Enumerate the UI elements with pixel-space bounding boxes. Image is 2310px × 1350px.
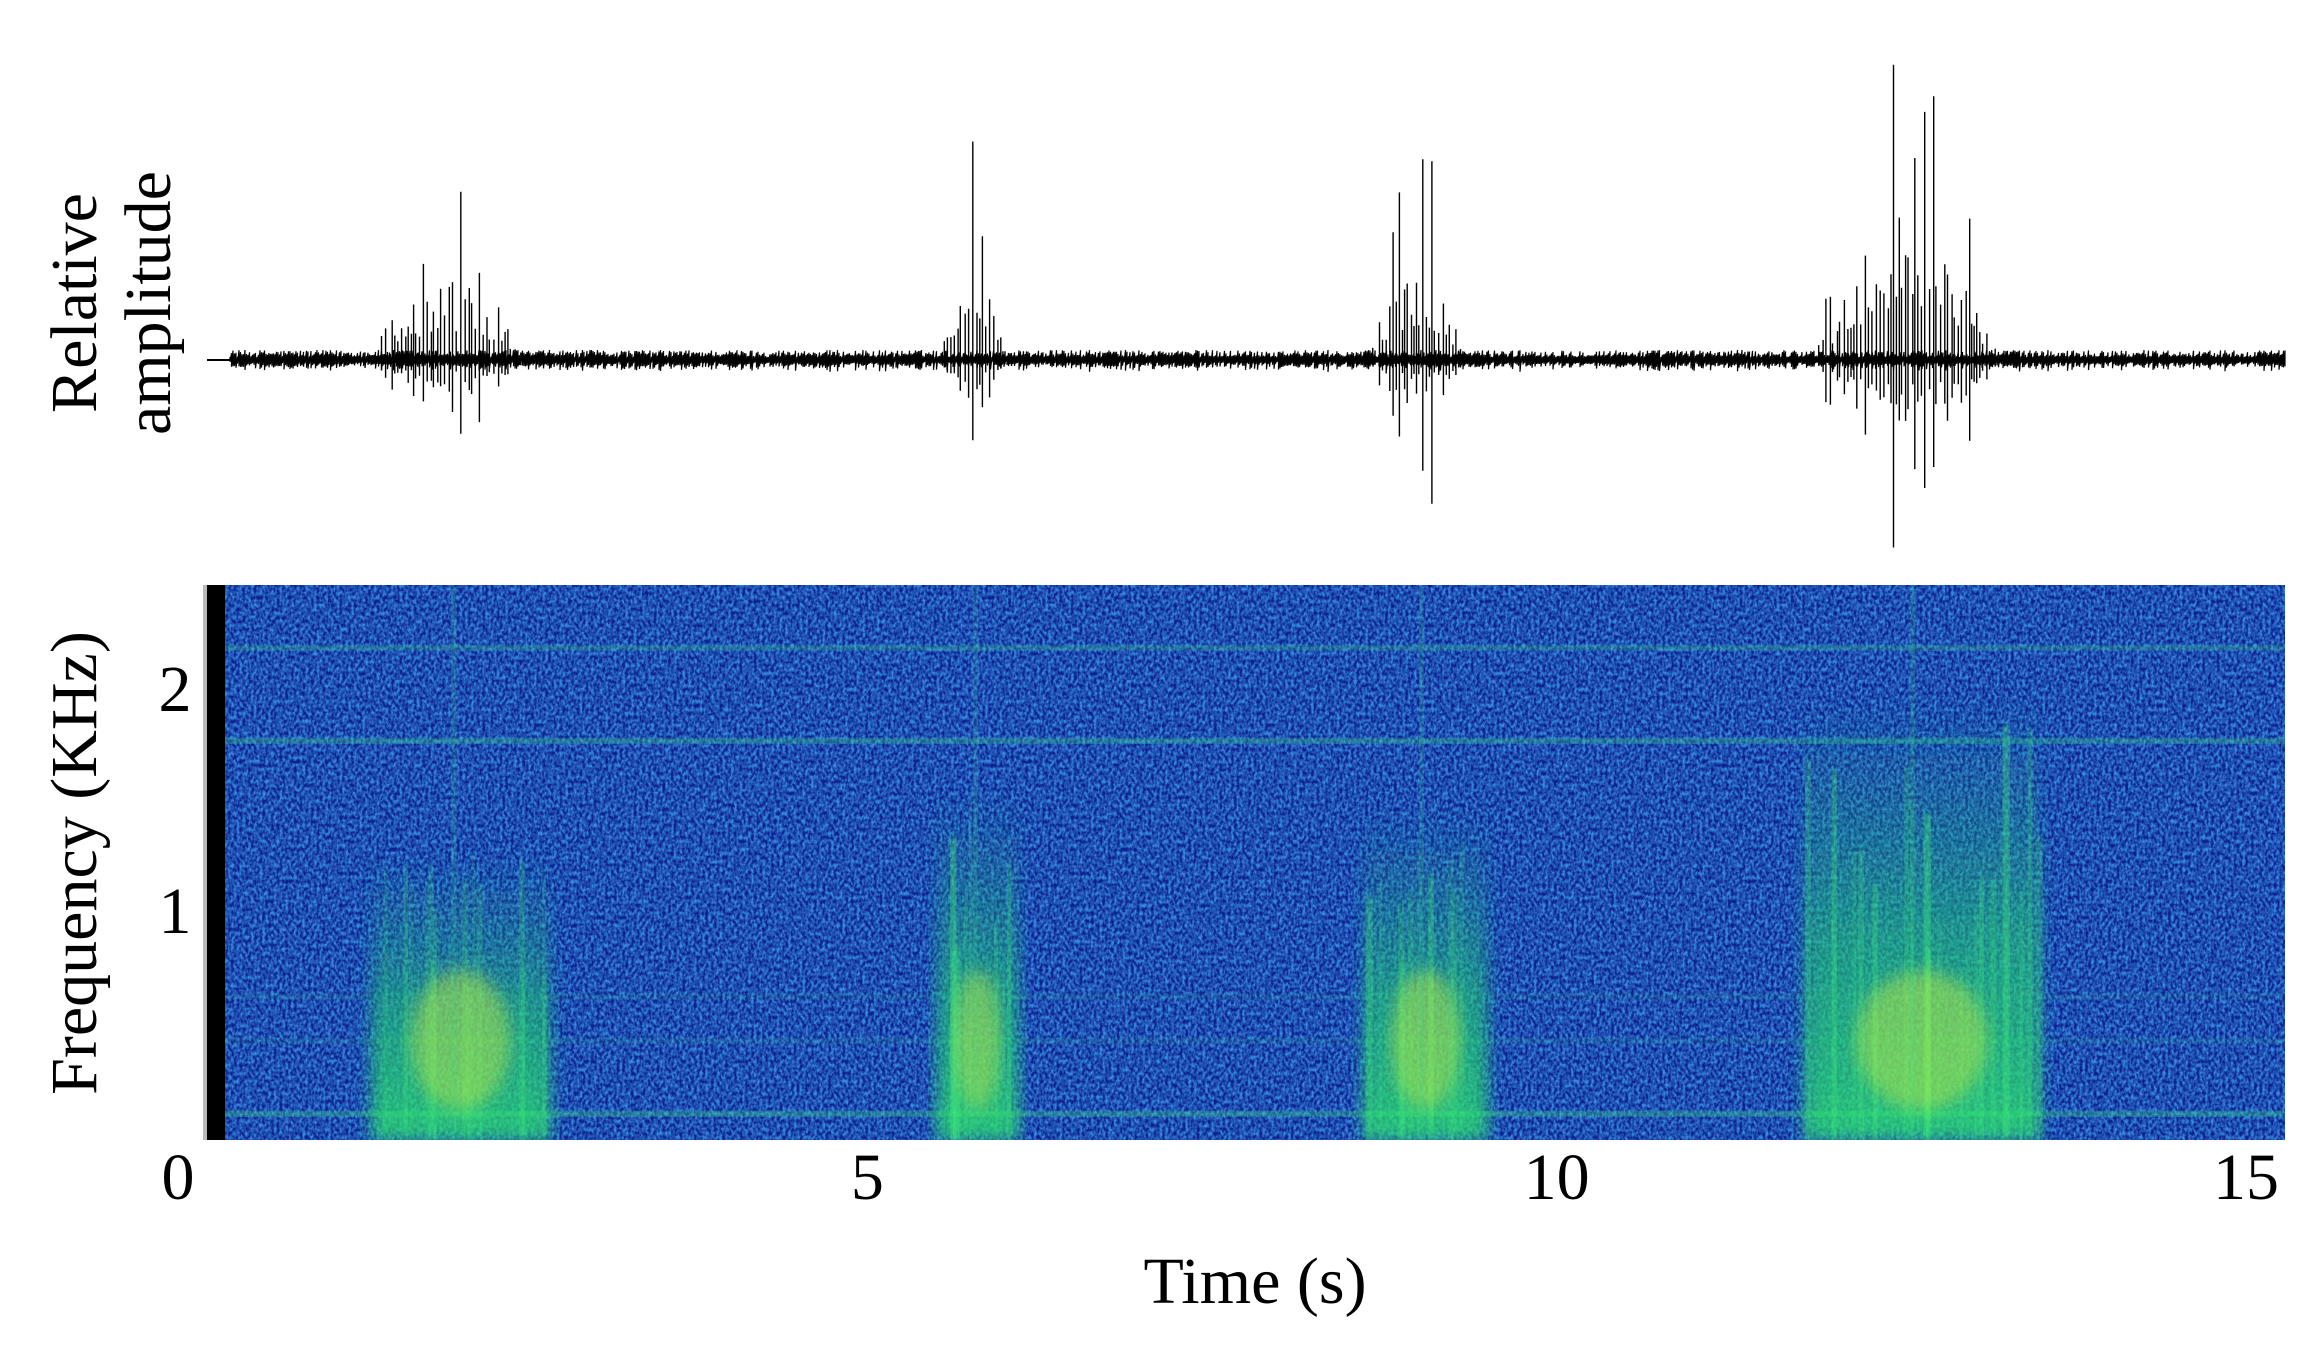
tonal-line xyxy=(207,738,2285,744)
x-tick-label: 5 xyxy=(851,1141,884,1214)
burst-core xyxy=(954,970,1001,1111)
spectrogram-burst xyxy=(936,585,1019,1140)
waveform-burst xyxy=(940,141,1006,441)
burst-streak xyxy=(2028,728,2033,1140)
burst-streak xyxy=(519,860,525,1140)
tonal-line xyxy=(207,645,2285,651)
burst-streak xyxy=(2020,894,2023,1140)
y-tick-label: 2 xyxy=(159,653,192,726)
amplitude-label: amplitude xyxy=(112,171,185,435)
burst-vertical xyxy=(1910,585,1915,1140)
burst-streak xyxy=(969,797,972,1140)
x-tick-label: 15 xyxy=(2213,1141,2279,1214)
waveform-noise xyxy=(229,349,2286,372)
burst-streak xyxy=(1805,759,1811,1140)
x-tick-label: 0 xyxy=(162,1141,195,1214)
spectrogram-burst xyxy=(371,585,551,1140)
burst-streak xyxy=(1904,765,1909,1140)
burst-streak xyxy=(1832,769,1837,1140)
burst-streak xyxy=(542,867,546,1140)
spectrogram-burst xyxy=(1363,585,1488,1140)
x-axis-label: Time (s) xyxy=(1143,1245,1366,1318)
burst-core xyxy=(410,970,511,1111)
x-tick-label: 10 xyxy=(1524,1141,1590,1214)
spectrogram-burst xyxy=(1804,585,2042,1140)
burst-streak xyxy=(1990,878,1996,1140)
burst-streak xyxy=(384,865,388,1140)
burst-streak xyxy=(522,969,526,1140)
burst-streak xyxy=(2036,836,2042,1140)
burst-streak xyxy=(1852,853,1856,1140)
tonal-line xyxy=(207,993,2285,999)
burst-core xyxy=(1856,970,1988,1111)
y-axis-label: Frequency (KHz) xyxy=(38,631,111,1095)
waveform-burst xyxy=(1806,64,2008,548)
amplitude-label: Relative xyxy=(38,193,111,413)
tonal-line xyxy=(207,1038,2285,1044)
burst-streak xyxy=(1379,878,1382,1140)
burst-streak xyxy=(1979,877,1984,1140)
burst-streak xyxy=(950,837,956,1140)
burst-streak xyxy=(1858,850,1864,1140)
spectrogram-edge xyxy=(207,585,225,1140)
burst-vertical xyxy=(973,585,978,1140)
waveform-burst xyxy=(1367,159,1472,504)
tonal-line xyxy=(207,1111,2285,1117)
burst-streak xyxy=(403,867,408,1140)
burst-streak xyxy=(1459,844,1464,1140)
burst-streak xyxy=(2003,724,2010,1140)
waveform-burst xyxy=(373,191,527,434)
burst-streak xyxy=(1007,865,1012,1140)
burst-streak xyxy=(1366,896,1373,1140)
burst-core xyxy=(1390,970,1461,1111)
burst-vertical xyxy=(1419,585,1424,1140)
spectrogram xyxy=(207,585,2285,1140)
burst-vertical xyxy=(451,585,456,1140)
burst-streak xyxy=(409,882,413,1140)
y-tick-label: 1 xyxy=(159,875,192,948)
